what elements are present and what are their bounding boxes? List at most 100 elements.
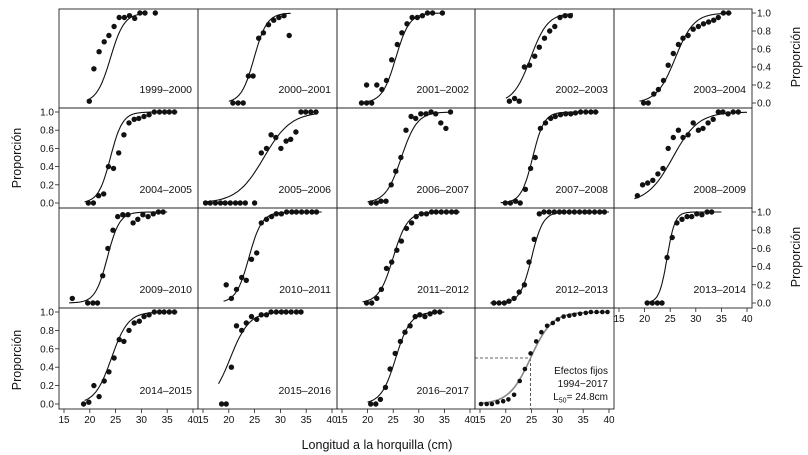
data-point bbox=[552, 23, 558, 30]
y-tick-label: 1.0 bbox=[757, 9, 771, 20]
data-point bbox=[155, 209, 162, 215]
data-point bbox=[516, 98, 522, 104]
data-point bbox=[258, 312, 264, 318]
panel-label: 2000–2001 bbox=[278, 84, 331, 96]
data-point bbox=[561, 209, 567, 215]
data-point bbox=[313, 209, 320, 215]
data-point bbox=[233, 323, 240, 329]
data-point bbox=[358, 100, 365, 106]
data-point bbox=[541, 35, 548, 41]
data-point bbox=[669, 234, 675, 241]
data-point bbox=[674, 220, 680, 226]
data-point bbox=[428, 209, 435, 215]
data-point bbox=[720, 10, 727, 16]
panel-7: 2005–2006 bbox=[197, 107, 338, 209]
data-point bbox=[601, 209, 608, 215]
panel-plot-area bbox=[84, 109, 178, 206]
logistic-curve bbox=[69, 211, 168, 304]
data-point bbox=[690, 120, 696, 126]
data-point bbox=[680, 134, 686, 141]
x-tick-label: 15 bbox=[197, 415, 209, 426]
data-point bbox=[418, 211, 425, 217]
data-point bbox=[288, 309, 294, 315]
data-point bbox=[382, 384, 389, 391]
data-point bbox=[399, 30, 405, 36]
data-point bbox=[506, 397, 511, 402]
data-point bbox=[227, 200, 233, 206]
data-point bbox=[576, 209, 583, 215]
data-point bbox=[235, 100, 241, 106]
data-point bbox=[126, 327, 132, 334]
panel-8: 2006–2007 bbox=[336, 107, 476, 209]
data-point bbox=[689, 213, 695, 220]
data-point bbox=[675, 41, 682, 48]
data-point bbox=[680, 35, 686, 41]
data-point bbox=[550, 320, 556, 326]
data-point bbox=[374, 82, 380, 88]
data-point bbox=[551, 209, 557, 215]
panel-12: 2010–2011 bbox=[197, 207, 338, 309]
data-point bbox=[536, 44, 542, 50]
panel-9: 2007–2008 bbox=[474, 107, 615, 209]
y-tick-label: 0.6 bbox=[757, 244, 771, 255]
x-tick-label: 20 bbox=[362, 415, 374, 426]
x-tick-label: 20 bbox=[639, 314, 651, 325]
data-point bbox=[541, 209, 547, 215]
data-point bbox=[171, 109, 178, 115]
data-point bbox=[161, 109, 168, 115]
data-point bbox=[308, 109, 314, 115]
y-tick-label: 0.4 bbox=[757, 63, 771, 74]
data-point bbox=[283, 209, 290, 215]
data-point bbox=[369, 300, 375, 306]
summary-title: Efectos fijos bbox=[554, 366, 608, 377]
data-point bbox=[111, 23, 117, 30]
data-point bbox=[374, 295, 380, 302]
data-point bbox=[101, 378, 107, 384]
data-point bbox=[527, 165, 534, 172]
data-point bbox=[397, 338, 404, 345]
data-point bbox=[363, 82, 370, 88]
data-point bbox=[116, 336, 122, 343]
data-point bbox=[552, 113, 558, 120]
data-point bbox=[240, 100, 246, 106]
y-tick-label: 0.2 bbox=[757, 81, 771, 92]
data-point bbox=[413, 115, 419, 122]
x-tick-label: 40 bbox=[326, 415, 338, 426]
data-point bbox=[309, 209, 315, 215]
y-tick-label: 0.6 bbox=[40, 344, 54, 355]
data-point bbox=[121, 338, 127, 345]
data-point bbox=[369, 100, 375, 106]
chart-panels: 1999–2000 2000–2001 2001–2002 2002–2003 2003… bbox=[40, 9, 771, 427]
data-point bbox=[151, 109, 157, 115]
data-point bbox=[298, 309, 304, 315]
data-point bbox=[408, 113, 414, 120]
data-point bbox=[303, 109, 309, 115]
x-tick-label: 15 bbox=[474, 415, 486, 426]
x-tick-label: 30 bbox=[136, 415, 148, 426]
data-point bbox=[654, 300, 661, 306]
data-point bbox=[100, 273, 106, 279]
data-point bbox=[289, 209, 295, 215]
data-point bbox=[101, 191, 107, 197]
data-point bbox=[437, 309, 443, 315]
y-tick-label: 1.0 bbox=[40, 308, 54, 319]
data-point bbox=[433, 209, 439, 215]
data-point bbox=[495, 399, 500, 405]
data-point bbox=[533, 339, 539, 344]
data-point bbox=[373, 200, 379, 206]
data-point bbox=[563, 111, 569, 117]
data-point bbox=[254, 316, 260, 323]
data-point bbox=[136, 115, 142, 122]
data-point bbox=[664, 254, 670, 261]
data-point bbox=[414, 14, 420, 21]
data-point bbox=[725, 10, 732, 16]
data-point bbox=[433, 111, 439, 117]
y-tick-label: 0.8 bbox=[40, 126, 54, 137]
data-point bbox=[438, 120, 444, 126]
data-point bbox=[547, 28, 553, 34]
data-point bbox=[586, 209, 593, 215]
data-point bbox=[273, 134, 279, 141]
data-point bbox=[424, 10, 431, 16]
data-point bbox=[407, 323, 413, 329]
